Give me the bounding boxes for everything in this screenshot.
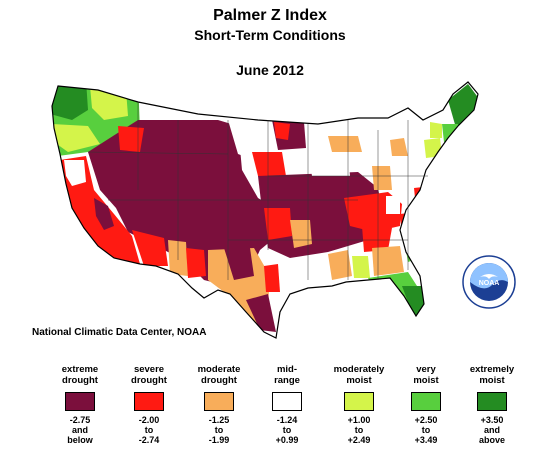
region-south-dakota-severe-drought: [252, 152, 286, 176]
region-northern-california-mid-range: [64, 160, 86, 186]
region-carolina-coast-very-moist: [404, 234, 426, 262]
region-lower-michigan-moderate-drought: [372, 166, 392, 190]
map-regions: [52, 82, 478, 338]
region-kansas-severe-drought: [264, 208, 292, 240]
legend-moderate-drought: moderate drought -1.25 to -1.99: [197, 364, 241, 445]
region-ohio-east-mid-range: [386, 196, 400, 214]
legend-mid-range: mid- range -1.24 to +0.99: [256, 364, 318, 445]
region-minnesota-west-severe-drought: [274, 122, 290, 140]
region-massachusetts-severe-drought: [446, 144, 460, 156]
region-idaho-severe-drought: [118, 126, 144, 152]
region-west-virginia-severe-drought: [400, 212, 420, 234]
source-credit: National Climatic Data Center, NOAA: [32, 327, 207, 338]
region-washington-coast-extremely-moist: [52, 82, 88, 120]
region-florida-peninsula-extremely-moist: [402, 286, 428, 324]
legend-swatch-moderately-moist: [344, 392, 374, 411]
region-east-texas-severe-drought: [264, 264, 280, 292]
region-north-dakota-mid-range: [228, 120, 272, 160]
legend-severe-drought: severe drought -2.00 to -2.74: [131, 364, 167, 445]
map-title: Palmer Z Index: [213, 7, 327, 24]
region-oregon-moderately-moist: [52, 124, 100, 152]
region-new-hampshire-very-moist: [442, 124, 458, 142]
legend-swatch-extremely-moist: [477, 392, 507, 411]
legend-swatch-very-moist: [411, 392, 441, 411]
region-central-california-extreme-drought: [94, 198, 114, 230]
state-boundaries: [87, 102, 428, 280]
noaa-logo-text: NOAA: [479, 280, 500, 287]
legend-swatch-extreme-drought: [65, 392, 95, 411]
us-climate-division-map: [51, 81, 479, 339]
region-interior-west-extreme-drought: [88, 120, 284, 286]
region-midwest-extreme-drought: [258, 172, 384, 258]
legend-extreme-drought: extreme drought -2.75 and below: [61, 364, 99, 445]
legend-swatch-mid-range: [272, 392, 302, 411]
legend-swatch-moderate-drought: [204, 392, 234, 411]
region-wisconsin-mid-range: [308, 152, 350, 176]
legend-very-moist: very moist +2.50 to +3.49: [395, 364, 457, 445]
region-mississippi-moderately-moist: [352, 256, 370, 278]
region-new-jersey-moderate-drought: [434, 160, 448, 176]
region-virginia-severe-drought: [414, 186, 434, 208]
legend-moderately-moist: moderately moist +1.00 to +2.49: [333, 364, 385, 445]
region-louisiana-moderate-drought: [328, 250, 352, 280]
noaa-seal-icon: NOAA: [462, 255, 516, 309]
region-oklahoma-moderate-drought: [290, 220, 312, 248]
legend-extremely-moist: extremely moist +3.50 and above: [469, 364, 515, 445]
map-subtitle: Short-Term Conditions: [194, 27, 346, 43]
us-outline: [51, 81, 479, 339]
region-new-york-moderately-moist: [424, 138, 442, 158]
region-north-texas-extreme-drought: [224, 248, 254, 280]
region-upper-michigan-moderate-drought: [328, 136, 362, 152]
noaa-logo: NOAA: [462, 255, 516, 309]
region-arizona-severe-drought: [132, 230, 168, 266]
region-tennessee-severe-drought: [362, 226, 392, 252]
region-vermont-moderately-moist: [430, 122, 442, 138]
region-new-mexico-east-severe-drought: [186, 248, 206, 278]
map-date: June 2012: [236, 62, 304, 78]
region-michigan-north-moderate-drought: [390, 138, 408, 156]
legend-swatch-severe-drought: [134, 392, 164, 411]
region-south-texas-extreme-drought: [246, 294, 276, 332]
region-alabama-georgia-moderate-drought: [372, 246, 404, 276]
